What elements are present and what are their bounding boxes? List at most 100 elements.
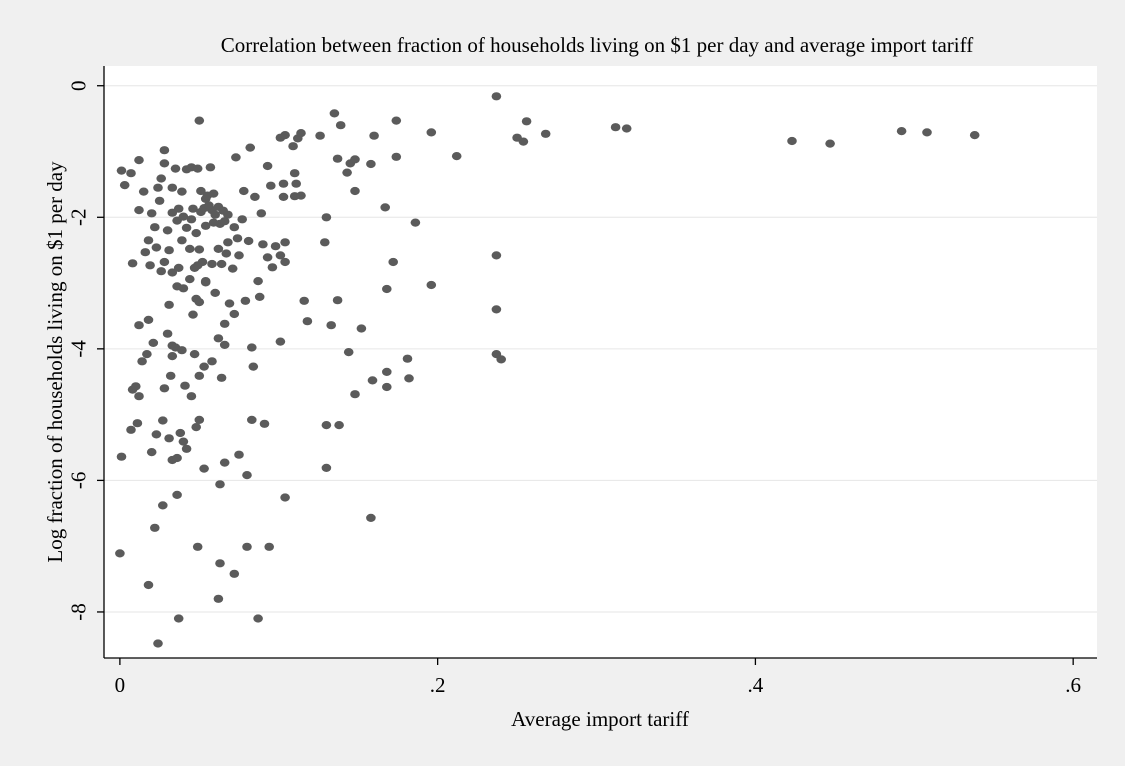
data-point xyxy=(194,415,205,424)
data-point xyxy=(278,179,289,188)
x-ticks: 0 .2 .4 .6 xyxy=(115,658,1081,697)
data-point xyxy=(234,251,244,260)
data-point xyxy=(173,263,184,272)
data-point xyxy=(167,352,178,361)
data-point xyxy=(167,183,178,192)
data-point xyxy=(280,238,290,247)
data-point xyxy=(151,430,162,439)
data-point xyxy=(156,174,166,183)
data-point xyxy=(191,229,201,238)
data-point xyxy=(188,310,198,319)
data-point xyxy=(200,278,211,287)
data-point xyxy=(382,284,392,294)
data-point xyxy=(219,319,230,328)
data-point xyxy=(164,246,174,255)
data-point xyxy=(229,309,240,319)
data-point xyxy=(146,209,157,218)
data-point xyxy=(159,384,170,393)
data-point xyxy=(518,137,529,146)
data-point xyxy=(127,259,138,268)
data-point xyxy=(253,614,263,623)
data-point xyxy=(186,392,197,401)
data-point xyxy=(213,244,224,253)
data-point xyxy=(219,217,230,226)
data-point xyxy=(215,480,225,489)
data-point xyxy=(343,348,354,357)
data-point xyxy=(158,501,168,510)
data-point xyxy=(231,153,241,162)
data-point xyxy=(215,559,225,568)
data-point xyxy=(787,136,797,146)
data-point xyxy=(223,238,233,247)
data-point xyxy=(266,181,276,190)
data-point xyxy=(134,392,144,401)
data-point xyxy=(205,163,216,172)
data-point xyxy=(825,139,835,148)
data-point xyxy=(315,131,325,140)
data-point xyxy=(218,206,228,215)
data-point xyxy=(237,215,247,224)
data-point xyxy=(189,350,200,359)
data-point xyxy=(350,390,360,399)
data-point xyxy=(610,123,621,132)
data-point xyxy=(289,169,300,178)
data-point xyxy=(321,213,332,222)
data-point xyxy=(426,128,437,137)
data-point xyxy=(227,264,238,273)
data-point xyxy=(224,299,235,308)
data-point xyxy=(216,373,227,382)
data-point xyxy=(159,146,170,155)
data-point xyxy=(167,268,178,277)
data-point xyxy=(148,338,159,347)
data-point xyxy=(199,362,209,371)
data-point xyxy=(280,493,290,502)
data-point xyxy=(329,109,340,118)
gridlines xyxy=(104,85,1097,613)
data-point xyxy=(969,131,980,140)
data-point xyxy=(391,152,402,161)
data-point xyxy=(250,192,260,201)
data-point xyxy=(391,116,402,125)
data-point xyxy=(247,343,257,352)
data-point xyxy=(153,183,163,192)
data-point xyxy=(256,209,267,218)
data-point xyxy=(402,354,413,363)
chart-title: Correlation between fraction of househol… xyxy=(221,33,973,57)
data-point xyxy=(350,155,360,164)
data-point xyxy=(188,204,198,213)
data-point xyxy=(143,236,154,245)
data-point xyxy=(134,321,144,330)
data-point xyxy=(153,639,163,648)
data-point xyxy=(896,127,907,136)
data-point xyxy=(180,381,190,390)
data-point xyxy=(177,236,187,245)
data-point xyxy=(270,242,281,251)
data-point xyxy=(278,192,289,201)
data-point xyxy=(426,280,437,290)
data-point xyxy=(210,210,220,219)
x-axis-label: Average import tariff xyxy=(511,707,689,731)
data-point xyxy=(116,452,127,461)
data-point xyxy=(332,296,343,305)
data-point xyxy=(245,143,255,152)
data-point xyxy=(177,187,187,196)
data-point xyxy=(158,416,168,425)
data-point xyxy=(254,292,265,301)
data-point xyxy=(326,321,337,330)
data-point xyxy=(145,261,155,270)
data-point xyxy=(165,371,176,380)
data-point xyxy=(242,542,252,551)
data-point xyxy=(138,187,149,196)
data-point xyxy=(178,284,189,293)
data-point xyxy=(192,542,203,551)
y-tick-label: 0 xyxy=(66,80,90,91)
data-point xyxy=(167,208,178,217)
data-point xyxy=(404,374,414,383)
data-point xyxy=(150,223,160,232)
x-tick-label: .6 xyxy=(1065,673,1081,697)
data-point xyxy=(922,128,932,137)
data-point xyxy=(275,337,286,346)
data-points xyxy=(115,92,980,648)
data-point xyxy=(262,161,273,171)
data-point xyxy=(296,191,306,200)
